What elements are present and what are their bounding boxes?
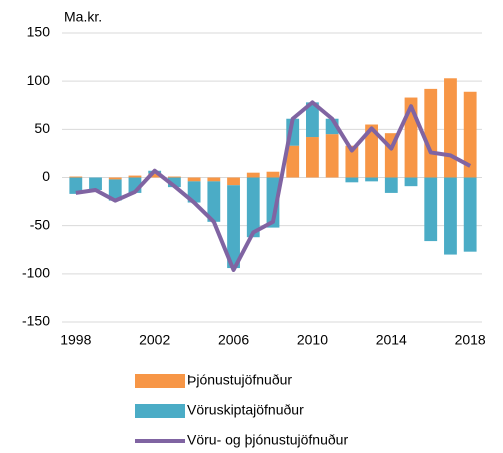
y-tick-label: -50 [30, 216, 50, 232]
bar [463, 91, 477, 178]
x-tick-label: 1998 [60, 332, 91, 348]
y-tick-label: 100 [27, 72, 51, 88]
bar [345, 177, 359, 183]
legend-label: Vöruskiptajöfnuður [187, 402, 304, 418]
bar [463, 177, 477, 252]
bar [404, 177, 418, 187]
bar [306, 102, 319, 138]
legend-label: Þjónustujöfnuður [187, 372, 292, 388]
bar [266, 171, 280, 178]
bar [207, 181, 221, 222]
bar [69, 177, 83, 194]
y-tick-label: -100 [22, 265, 50, 281]
bar [89, 177, 102, 191]
bar [365, 177, 378, 182]
y-tick-label: -150 [22, 313, 50, 329]
bar [345, 145, 359, 178]
y-axis-label: Ma.kr. [64, 9, 102, 25]
bar [167, 177, 181, 188]
bar [227, 177, 240, 186]
bar [207, 177, 221, 182]
bar [365, 124, 378, 178]
bar [148, 173, 162, 178]
bar [246, 172, 260, 178]
x-tick-label: 2002 [139, 332, 170, 348]
bar [128, 175, 142, 178]
bar [424, 177, 438, 242]
bar [187, 177, 201, 182]
line [75, 100, 472, 272]
bar [306, 137, 319, 178]
legend-swatch [135, 404, 185, 418]
bar [227, 185, 240, 269]
legend-swatch [135, 374, 185, 388]
y-tick-label: 0 [42, 168, 50, 184]
legend-label: Vöru- og þjónustujöfnuður [187, 432, 348, 448]
bar [69, 176, 83, 178]
bar [108, 179, 122, 201]
x-tick-label: 2014 [376, 332, 407, 348]
x-tick-label: 2010 [297, 332, 328, 348]
bar [286, 145, 300, 178]
bar [167, 176, 181, 178]
bar [187, 181, 201, 203]
y-tick-label: 50 [34, 120, 50, 136]
x-tick-label: 2006 [218, 332, 249, 348]
bar [384, 177, 398, 193]
bar [246, 177, 260, 238]
y-tick-label: 150 [27, 24, 51, 40]
bar [444, 78, 457, 178]
bar [424, 88, 438, 178]
bar [444, 177, 457, 255]
bar [325, 134, 339, 178]
x-tick-label: 2018 [455, 332, 486, 348]
bar [108, 177, 122, 180]
